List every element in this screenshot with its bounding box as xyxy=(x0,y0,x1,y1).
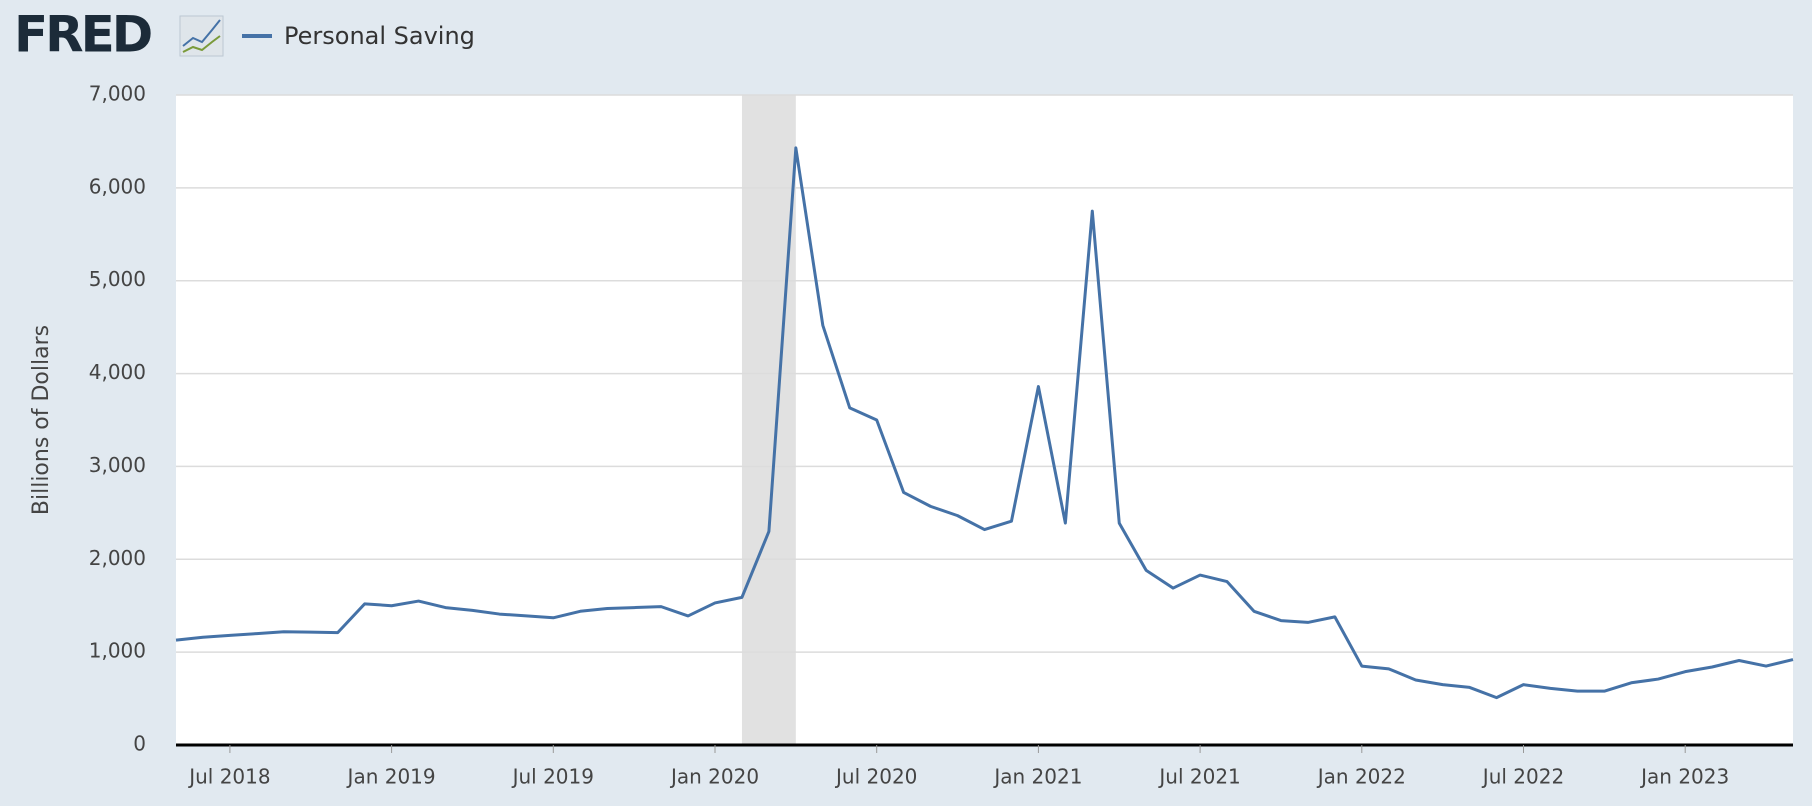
y-tick-label: 7,000 xyxy=(89,82,146,106)
y-axis-label: Billions of Dollars xyxy=(29,325,54,515)
plot-area xyxy=(176,95,1793,745)
x-tick-label: Jul 2020 xyxy=(834,765,917,789)
y-tick-label: 2,000 xyxy=(89,546,146,570)
x-tick-label: Jul 2019 xyxy=(511,765,594,789)
series-line xyxy=(175,146,1794,700)
y-tick-label: 0 xyxy=(133,732,146,756)
x-tick-label: Jan 2022 xyxy=(1316,765,1406,789)
y-tick-label: 3,000 xyxy=(89,453,146,477)
x-tick-label: Jan 2021 xyxy=(992,765,1082,789)
x-tick-label: Jul 2021 xyxy=(1157,765,1240,789)
x-tick-label: Jul 2022 xyxy=(1481,765,1564,789)
logo[interactable]: FRED xyxy=(14,6,154,64)
y-tick-label: 5,000 xyxy=(89,267,146,291)
y-tick-label: 6,000 xyxy=(89,174,146,198)
legend-label: Personal Saving xyxy=(284,22,475,50)
y-tick-label: 4,000 xyxy=(89,360,146,384)
x-tick-label: Jan 2019 xyxy=(346,765,436,789)
y-tick-label: 1,000 xyxy=(89,639,146,663)
logo-icon xyxy=(179,15,224,57)
x-tick-label: Jul 2018 xyxy=(187,765,270,789)
x-tick-label: Jan 2023 xyxy=(1639,765,1729,789)
x-tick-label: Jan 2020 xyxy=(669,765,759,789)
recession-shade xyxy=(741,95,796,745)
